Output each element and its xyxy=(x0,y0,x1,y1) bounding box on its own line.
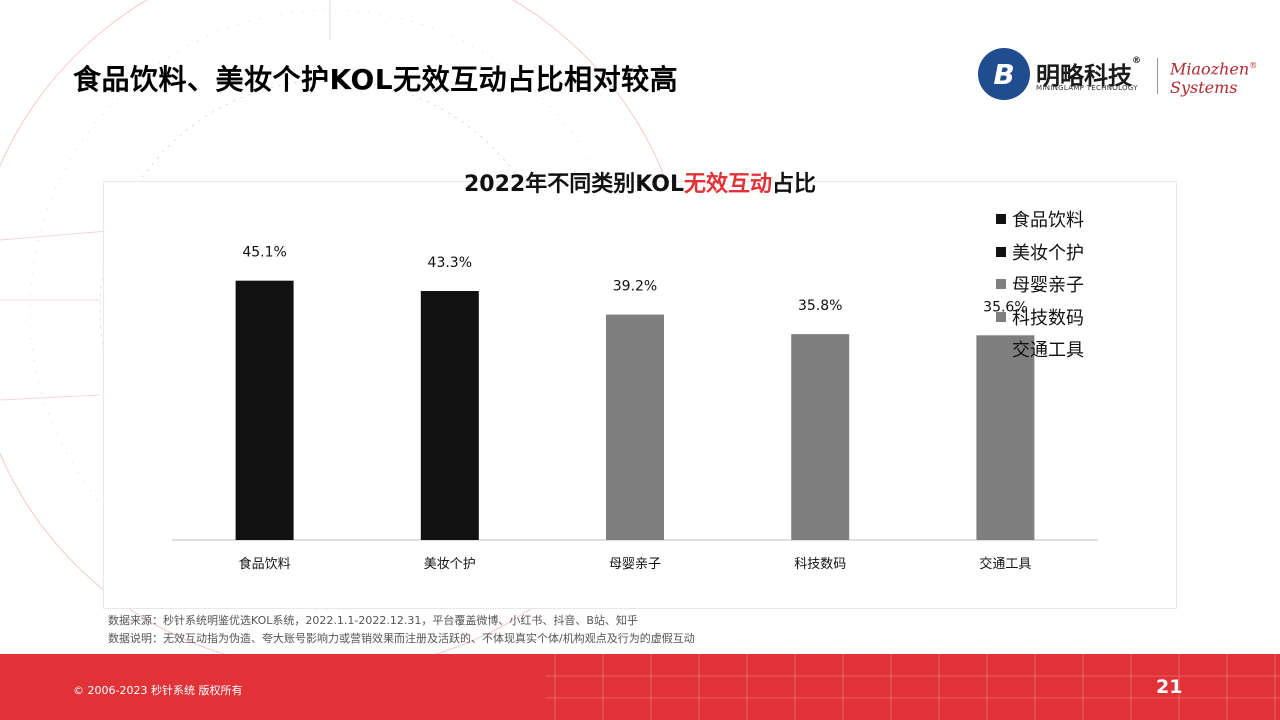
logo-en-name: MININGLAMP TECHNOLOGY xyxy=(1036,84,1138,92)
bar-2 xyxy=(420,291,479,540)
legend-swatch xyxy=(996,246,1006,257)
data-label-5: 35.6% xyxy=(983,299,1027,315)
bar-5 xyxy=(976,335,1035,540)
legend-swatch xyxy=(996,214,1006,225)
data-label-4: 35.8% xyxy=(798,298,842,314)
partner-logo: Miaozhen® Systems xyxy=(1170,59,1258,98)
x-tick-label-5: 交通工具 xyxy=(979,556,1031,572)
data-label-1: 45.1% xyxy=(242,245,286,261)
bar-1 xyxy=(235,280,294,540)
x-tick-label-3: 母婴亲子 xyxy=(609,557,661,572)
page-number: 21 xyxy=(1156,676,1183,698)
footer-grid-decoration xyxy=(545,654,1280,720)
legend-label: 食品饮料 xyxy=(1012,210,1084,232)
legend-item-1: 食品饮料 xyxy=(996,203,1084,236)
legend-label: 母婴亲子 xyxy=(1012,275,1084,297)
legend-item-2: 美妆个护 xyxy=(996,236,1084,269)
footer-bar xyxy=(0,654,1280,720)
legend-label: 科技数码 xyxy=(1012,307,1084,329)
legend-label: 交通工具 xyxy=(1012,340,1084,362)
legend-swatch xyxy=(996,311,1006,322)
data-label-2: 43.3% xyxy=(428,255,472,271)
logo-cn-name: 明略科技® xyxy=(1036,56,1141,90)
legend-swatch xyxy=(996,279,1006,290)
bar-3 xyxy=(606,314,664,540)
copyright-text: © 2006-2023 秒针系统 版权所有 xyxy=(73,684,243,697)
x-tick-label-4: 科技数码 xyxy=(794,557,846,572)
legend-item-5: 交通工具 xyxy=(996,333,1084,366)
x-tick-label-1: 食品饮料 xyxy=(239,556,291,572)
chart-title-highlight: 无效互动 xyxy=(683,172,772,197)
legend-swatch xyxy=(996,344,1006,355)
company-logo: B 明略科技® MININGLAMP TECHNOLOGY Miaozhen® … xyxy=(976,48,1266,104)
bar-4 xyxy=(791,334,850,540)
legend-item-3: 母婴亲子 xyxy=(996,268,1084,301)
legend-label: 美妆个护 xyxy=(1012,242,1084,264)
footnote-note: 数据说明：无效互动指为伪造、夸大账号影响力或营销效果而注册及活跃的、不体现真实个… xyxy=(108,632,695,645)
page-title: 食品饮料、美妆个护KOL无效互动占比相对较高 xyxy=(73,63,679,96)
chart-title: 2022年不同类别KOL无效互动占比 xyxy=(463,172,817,197)
legend-item-4: 科技数码 xyxy=(996,301,1084,334)
logo-divider xyxy=(1157,58,1158,94)
logo-icon: B xyxy=(978,48,1030,100)
footnote-source: 数据来源：秒针系统明鉴优选KOL系统，2022.1.1-2022.12.31，平… xyxy=(108,614,638,627)
data-label-3: 39.2% xyxy=(613,279,657,295)
x-tick-label-2: 美妆个护 xyxy=(424,557,476,572)
chart-legend: 食品饮料美妆个护母婴亲子科技数码交通工具 xyxy=(996,203,1084,366)
